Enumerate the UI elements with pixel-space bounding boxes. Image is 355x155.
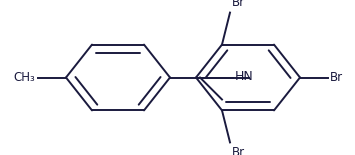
Text: Br: Br [330, 71, 343, 84]
Text: Br: Br [232, 0, 245, 9]
Text: Br: Br [232, 146, 245, 155]
Text: CH₃: CH₃ [13, 71, 35, 84]
Text: HN: HN [235, 70, 254, 83]
